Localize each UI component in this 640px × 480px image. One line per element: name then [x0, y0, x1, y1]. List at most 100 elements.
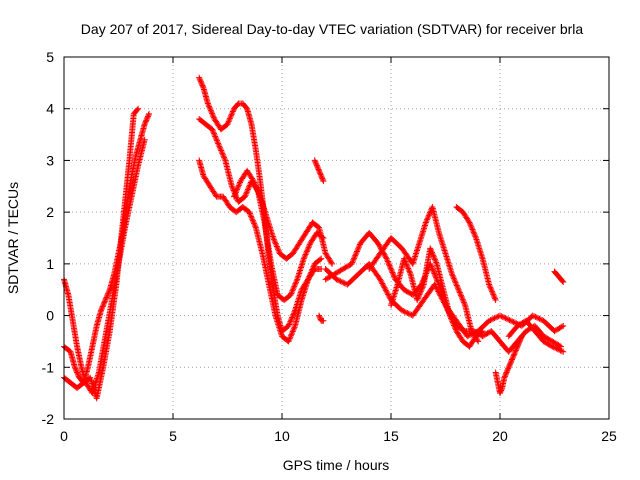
- data-point-trace: [430, 269, 437, 276]
- data-point: [455, 286, 462, 293]
- y-tick-label: 2: [46, 204, 54, 220]
- data-point-trace: [557, 324, 564, 331]
- data-point-trace: [527, 314, 534, 321]
- data-point-trace: [317, 256, 324, 263]
- data-point-trace: [435, 228, 442, 235]
- data-point-trace: [558, 277, 565, 284]
- data-point-trace: [430, 252, 437, 259]
- data-point: [196, 74, 203, 81]
- data-point-trace: [283, 324, 290, 331]
- data-point-trace: [453, 281, 460, 288]
- data-point-trace: [288, 289, 295, 296]
- data-point-trace: [102, 295, 109, 302]
- data-point-trace: [289, 287, 296, 294]
- data-point-trace: [141, 122, 148, 129]
- data-point-trace: [492, 295, 499, 302]
- data-point-trace: [419, 284, 426, 291]
- data-point-trace: [78, 362, 85, 369]
- data-point-trace: [316, 257, 323, 264]
- data-point-trace: [134, 164, 141, 171]
- data-point-trace: [467, 222, 474, 229]
- data-point-trace: [236, 180, 243, 187]
- data-point-trace: [435, 288, 442, 295]
- data-point-trace: [529, 325, 536, 332]
- data-point-trace: [212, 133, 219, 140]
- data-point-trace: [121, 226, 128, 233]
- data-point-trace: [415, 294, 422, 301]
- data-point-trace: [73, 368, 80, 375]
- data-point-trace: [559, 278, 566, 285]
- data-point-trace: [349, 258, 356, 265]
- data-point-trace: [312, 160, 319, 167]
- data-point-trace: [271, 237, 278, 244]
- data-point-trace: [145, 112, 152, 119]
- data-point-trace: [303, 250, 310, 257]
- data-point-trace: [415, 292, 422, 299]
- data-point-trace: [487, 317, 494, 324]
- data-point-trace: [546, 342, 553, 349]
- data-point-trace: [216, 143, 223, 150]
- data-point: [231, 193, 238, 200]
- data-point-trace: [553, 345, 560, 352]
- data-point-trace: [209, 110, 216, 117]
- data-point-trace: [488, 287, 495, 294]
- data-point-trace: [471, 232, 478, 239]
- series-sat-e: [196, 116, 327, 304]
- data-point-trace: [513, 344, 520, 351]
- data-point-trace: [469, 226, 476, 233]
- data-point-trace: [431, 270, 438, 277]
- data-point-trace: [217, 146, 224, 153]
- data-point-trace: [385, 259, 392, 266]
- data-point-trace: [396, 305, 403, 312]
- data-point-trace: [387, 263, 394, 270]
- data-point-trace: [242, 192, 249, 199]
- data-point-trace: [535, 315, 542, 322]
- data-point-trace: [294, 242, 301, 249]
- data-point-trace: [486, 282, 493, 289]
- data-point-trace: [448, 315, 455, 322]
- data-point-trace: [102, 334, 109, 341]
- data-point-trace: [272, 311, 279, 318]
- data-point-trace: [477, 329, 484, 336]
- data-point: [320, 178, 327, 185]
- data-point-trace: [225, 201, 232, 208]
- data-point-trace: [72, 365, 79, 372]
- data-point-trace: [557, 347, 564, 354]
- x-axis-label: GPS time / hours: [283, 457, 390, 473]
- series-sat-c: [61, 136, 148, 397]
- data-point-trace: [428, 263, 435, 270]
- data-point-trace: [274, 244, 281, 251]
- data-point-trace: [457, 290, 464, 297]
- x-tick-label: 0: [60, 428, 68, 444]
- data-point-trace: [457, 292, 464, 299]
- data-point-trace: [470, 227, 477, 234]
- data-point-trace: [382, 253, 389, 260]
- data-point-trace: [285, 293, 292, 300]
- data-point-trace: [399, 284, 406, 291]
- data-point-trace: [265, 279, 272, 286]
- data-point-trace: [336, 277, 343, 284]
- data-point-trace: [404, 264, 411, 271]
- data-point-trace: [353, 248, 360, 255]
- data-point-trace: [98, 306, 105, 313]
- data-point-trace: [232, 190, 239, 197]
- data-point-trace: [517, 335, 524, 342]
- series-sat-p: [505, 317, 567, 355]
- data-point-trace: [290, 310, 297, 317]
- data-point-trace: [447, 313, 454, 320]
- data-point-trace: [101, 298, 108, 305]
- data-point-trace: [313, 161, 320, 168]
- data-point-trace: [349, 259, 356, 266]
- data-point-trace: [352, 252, 359, 259]
- series-sat-o: [492, 333, 525, 397]
- data-point-trace: [448, 316, 455, 323]
- data-point-trace: [487, 284, 494, 291]
- data-point-trace: [301, 252, 308, 259]
- data-point-trace: [456, 289, 463, 296]
- data-point-trace: [99, 303, 106, 310]
- series-sat-l: [366, 203, 482, 345]
- data-point-trace: [288, 290, 295, 297]
- data-point-trace: [317, 170, 324, 177]
- data-point-trace: [490, 315, 497, 322]
- data-point-trace: [225, 118, 232, 125]
